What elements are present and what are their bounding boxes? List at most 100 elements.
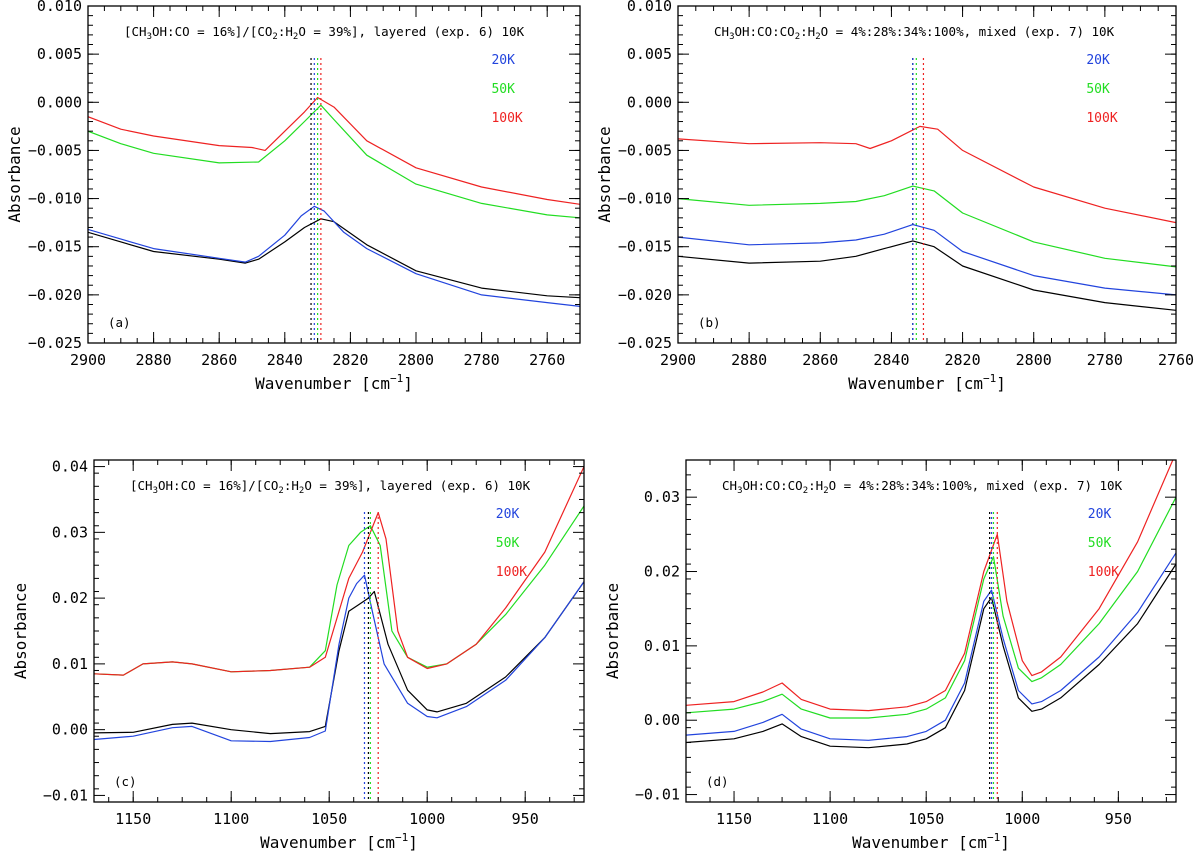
series-line-20K — [678, 224, 1176, 296]
x-tick-label: 2800 — [1016, 351, 1052, 369]
chart-title: [CH3OH:CO = 16%]/[CO2:H2O = 39%], layere… — [130, 478, 531, 496]
y-tick-label: 0.04 — [52, 458, 88, 476]
x-tick-label: 1000 — [409, 810, 445, 828]
y-tick-label: −0.010 — [618, 190, 672, 208]
chart-title: CH3OH:CO:CO2:H2O = 4%:28%:34%:100%, mixe… — [714, 24, 1115, 42]
y-tick-label: −0.015 — [28, 238, 82, 256]
y-tick-label: 0.03 — [644, 488, 680, 506]
x-axis-label: Wavenumber [cm−1] — [260, 831, 418, 852]
y-tick-label: −0.025 — [618, 334, 672, 352]
x-axis-label: Wavenumber [cm−1] — [255, 372, 413, 393]
series-line-20K — [88, 205, 580, 307]
legend-entry-50K: 50K — [491, 82, 515, 97]
y-tick-label: −0.01 — [43, 786, 88, 804]
series-line-100K — [686, 460, 1174, 712]
panel-label: (b) — [698, 315, 721, 330]
y-tick-label: −0.01 — [635, 786, 680, 804]
x-tick-label: 2780 — [1087, 351, 1123, 369]
y-tick-label: 0.005 — [627, 45, 672, 63]
x-tick-label: 2760 — [529, 351, 565, 369]
panel-label: (c) — [114, 774, 137, 789]
x-tick-label: 2840 — [873, 351, 909, 369]
y-tick-label: 0.005 — [37, 45, 82, 63]
panel-c: 1150 1100 1050 1000 950 −0.01 0.00 0.01 0.02 0.03… — [11, 458, 585, 852]
series-line-20K — [94, 574, 584, 743]
y-tick-label: 0.000 — [627, 93, 672, 111]
y-tick-label: 0.00 — [52, 721, 88, 739]
x-tick-label: 1100 — [213, 810, 249, 828]
legend-entry-50K: 50K — [1086, 82, 1110, 97]
panel-label: (d) — [706, 774, 729, 789]
x-tick-label: 1150 — [716, 810, 752, 828]
legend-entry-100K: 100K — [496, 565, 527, 580]
x-tick-label: 2840 — [267, 351, 303, 369]
x-tick-label: 950 — [512, 810, 539, 828]
y-tick-label: 0.00 — [644, 711, 680, 729]
x-tick-label: 2760 — [1158, 351, 1194, 369]
y-axis-label: Absorbance — [603, 583, 622, 679]
x-tick-label: 2780 — [464, 351, 500, 369]
x-tick-label: 2800 — [398, 351, 434, 369]
series-line-10K — [88, 218, 580, 299]
y-tick-label: 0.01 — [644, 637, 680, 655]
x-tick-label: 2860 — [201, 351, 237, 369]
x-tick-label: 1050 — [311, 810, 347, 828]
series-line-100K — [94, 466, 584, 676]
series-line-100K — [678, 125, 1176, 224]
y-tick-label: 0.01 — [52, 655, 88, 673]
series-line-10K — [686, 563, 1176, 749]
y-tick-label: 0.02 — [52, 589, 88, 607]
y-tick-label: −0.005 — [28, 141, 82, 159]
y-tick-label: 0.03 — [52, 523, 88, 541]
x-axis-label: Wavenumber [cm−1] — [848, 372, 1006, 393]
series-line-20K — [686, 552, 1176, 741]
series-line-50K — [88, 104, 580, 219]
series-group — [94, 466, 584, 743]
series-line-10K — [678, 240, 1176, 311]
chart-title: [CH3OH:CO = 16%]/[CO2:H2O = 39%], layere… — [124, 24, 525, 42]
x-tick-label: 2820 — [332, 351, 368, 369]
y-tick-label: 0.02 — [644, 563, 680, 581]
x-tick-label: 1000 — [1004, 810, 1040, 828]
legend-entry-20K: 20K — [1086, 53, 1110, 68]
y-tick-label: −0.025 — [28, 334, 82, 352]
legend-entry-50K: 50K — [1088, 536, 1112, 551]
x-tick-label: 2900 — [660, 351, 696, 369]
legend-entry-20K: 20K — [1088, 507, 1112, 522]
y-tick-label: −0.005 — [618, 141, 672, 159]
legend-entry-100K: 100K — [491, 111, 522, 126]
legend-entry-20K: 20K — [491, 53, 515, 68]
series-line-50K — [686, 496, 1176, 719]
y-tick-label: −0.020 — [28, 286, 82, 304]
y-tick-label: −0.010 — [28, 190, 82, 208]
series-line-50K — [678, 185, 1176, 268]
x-tick-label: 1100 — [812, 810, 848, 828]
legend-entry-20K: 20K — [496, 507, 520, 522]
chart-title: CH3OH:CO:CO2:H2O = 4%:28%:34%:100%, mixe… — [722, 478, 1123, 496]
series-group — [686, 460, 1176, 749]
x-tick-label: 2900 — [70, 351, 106, 369]
series-group — [88, 96, 580, 307]
panel-label: (a) — [108, 315, 131, 330]
series-group — [678, 125, 1176, 311]
y-axis-label: Absorbance — [5, 126, 24, 222]
x-tick-label: 2880 — [731, 351, 767, 369]
x-tick-label: 950 — [1105, 810, 1132, 828]
series-line-10K — [94, 581, 584, 735]
plot-frame — [685, 459, 1177, 803]
x-tick-label: 1150 — [115, 810, 151, 828]
y-axis-label: Absorbance — [11, 583, 30, 679]
y-tick-label: 0.010 — [37, 0, 82, 15]
legend-entry-100K: 100K — [1086, 111, 1117, 126]
x-axis-label: Wavenumber [cm−1] — [852, 831, 1010, 852]
x-tick-label: 2820 — [945, 351, 981, 369]
x-tick-label: 1050 — [908, 810, 944, 828]
y-axis-label: Absorbance — [595, 126, 614, 222]
series-line-100K — [88, 96, 580, 205]
legend-entry-100K: 100K — [1088, 565, 1119, 580]
panel-b: 2900 2880 2860 2840 2820 2800 2780 2760 −0.025 −0… — [595, 0, 1194, 393]
y-tick-label: −0.020 — [618, 286, 672, 304]
y-tick-label: −0.015 — [618, 238, 672, 256]
x-tick-label: 2880 — [136, 351, 172, 369]
